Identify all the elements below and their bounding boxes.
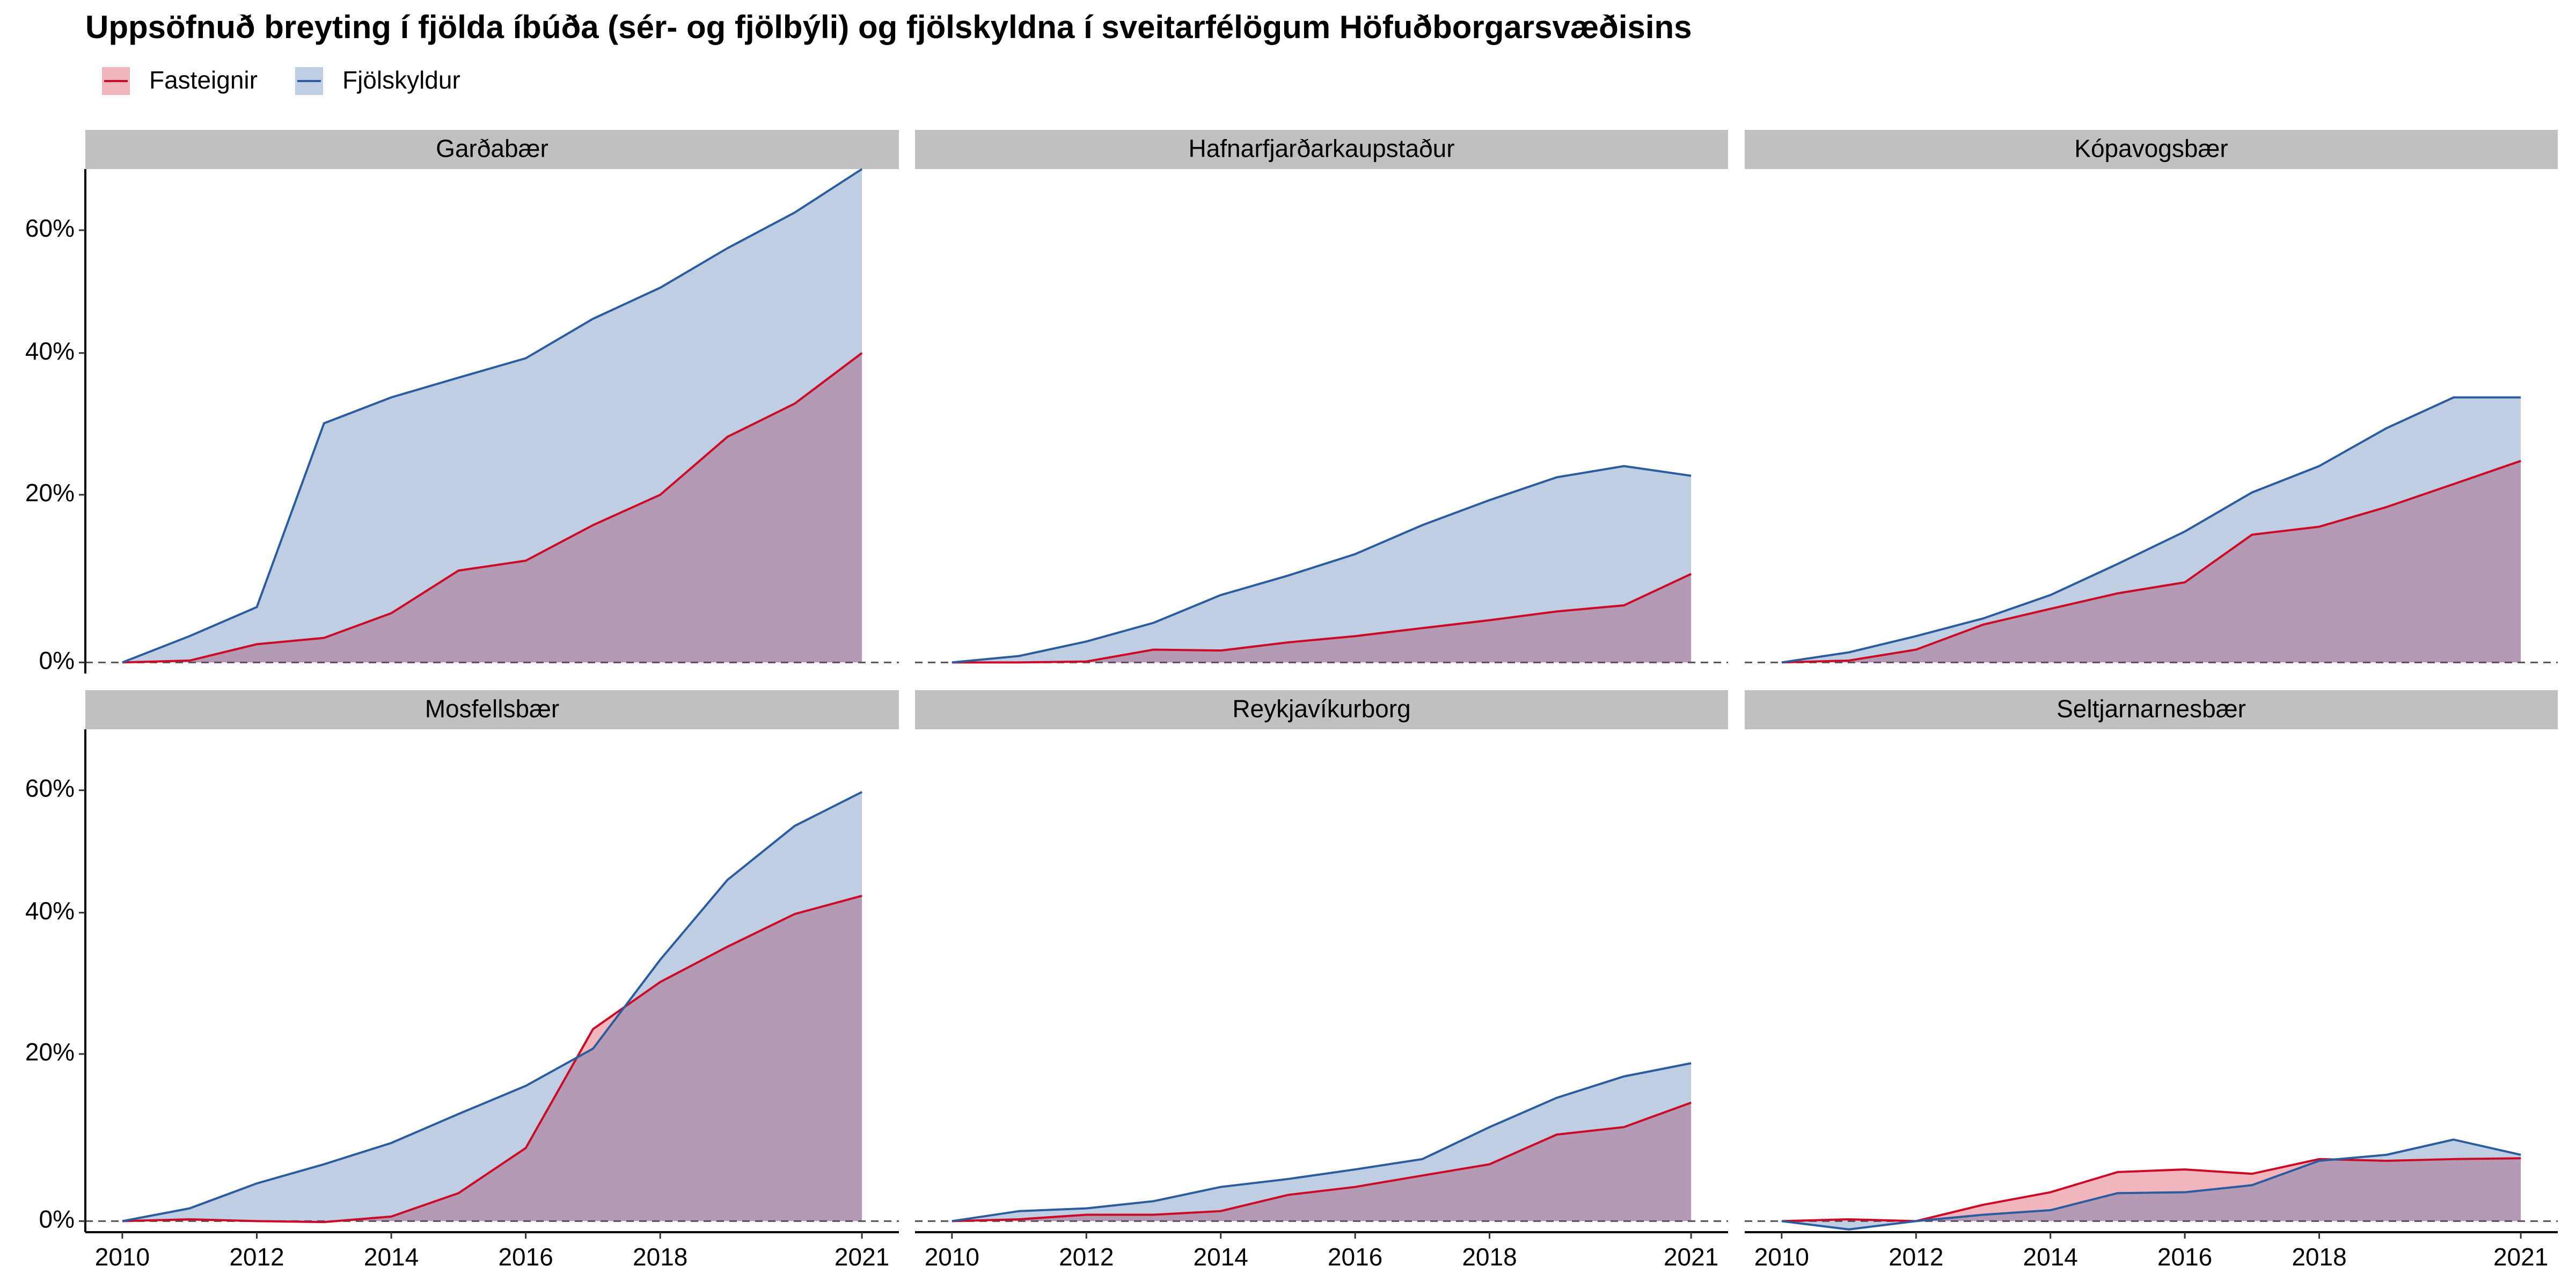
strip <box>85 690 899 729</box>
line <box>1781 396 2521 664</box>
strip <box>915 690 1728 729</box>
x-tick-label: 2010 <box>1754 1243 1809 1271</box>
x-tick-label: 2016 <box>2157 1243 2212 1271</box>
x-tick-label: 2012 <box>1059 1243 1114 1271</box>
legend-label: Fjölskyldur <box>342 66 460 94</box>
x-tick-label: 2016 <box>498 1243 553 1271</box>
x-tick-label: 2021 <box>1664 1243 1718 1271</box>
area <box>122 353 862 663</box>
area <box>1781 1139 2521 1230</box>
area <box>952 574 1692 663</box>
line <box>952 1062 1692 1223</box>
line <box>122 895 862 1224</box>
y-tick-label: 20% <box>25 479 75 507</box>
legend-label: Fasteignir <box>149 66 258 94</box>
x-tick-label: 2012 <box>1889 1243 1943 1271</box>
line <box>122 168 863 664</box>
area <box>122 169 862 663</box>
area <box>952 1102 1692 1221</box>
y-tick-label: 60% <box>25 214 75 242</box>
line <box>122 791 862 1223</box>
strip <box>1745 690 2558 729</box>
y-tick-label: 0% <box>39 646 75 674</box>
strip <box>1745 130 2558 169</box>
y-tick-label: 40% <box>25 337 75 365</box>
x-tick-label: 2014 <box>364 1243 419 1271</box>
strip <box>915 130 1728 169</box>
area <box>1781 397 2521 663</box>
line <box>952 573 1692 664</box>
x-tick-label: 2014 <box>2023 1243 2078 1271</box>
area <box>952 1063 1692 1221</box>
area <box>122 896 862 1223</box>
line <box>952 465 1692 664</box>
line <box>1781 459 2521 664</box>
y-tick-label: 40% <box>25 897 75 925</box>
area <box>952 466 1692 663</box>
strip-title: Reykjavíkurborg <box>1232 695 1410 723</box>
area <box>122 792 862 1221</box>
x-tick-label: 2010 <box>925 1243 979 1271</box>
x-tick-label: 2014 <box>1194 1243 1248 1271</box>
area <box>1781 460 2521 663</box>
x-tick-label: 2018 <box>1462 1243 1517 1271</box>
line <box>122 352 863 664</box>
strip-title: Kópavogsbær <box>2074 135 2228 163</box>
area <box>1781 1158 2521 1221</box>
strip-title: Hafnarfjarðarkaupstaður <box>1188 135 1454 163</box>
strip-title: Mosfellsbær <box>425 695 560 723</box>
x-tick-label: 2018 <box>633 1243 687 1271</box>
y-tick-label: 60% <box>25 774 75 802</box>
x-tick-label: 2021 <box>835 1243 889 1271</box>
y-tick-label: 0% <box>39 1205 75 1233</box>
x-tick-label: 2021 <box>2493 1243 2548 1271</box>
line <box>1781 1157 2521 1223</box>
x-tick-label: 2012 <box>229 1243 284 1271</box>
x-tick-label: 2018 <box>2292 1243 2346 1271</box>
strip-title: Garðabær <box>436 135 548 163</box>
y-tick-label: 20% <box>25 1038 75 1066</box>
strip <box>85 130 899 169</box>
x-tick-label: 2010 <box>95 1243 150 1271</box>
line <box>952 1101 1692 1223</box>
strip-title: Seltjarnarnesbær <box>2057 695 2246 723</box>
line <box>1781 1138 2521 1231</box>
x-tick-label: 2016 <box>1328 1243 1382 1271</box>
chart-title: Uppsöfnuð breyting í fjölda íbúða (sér- … <box>85 9 1692 45</box>
